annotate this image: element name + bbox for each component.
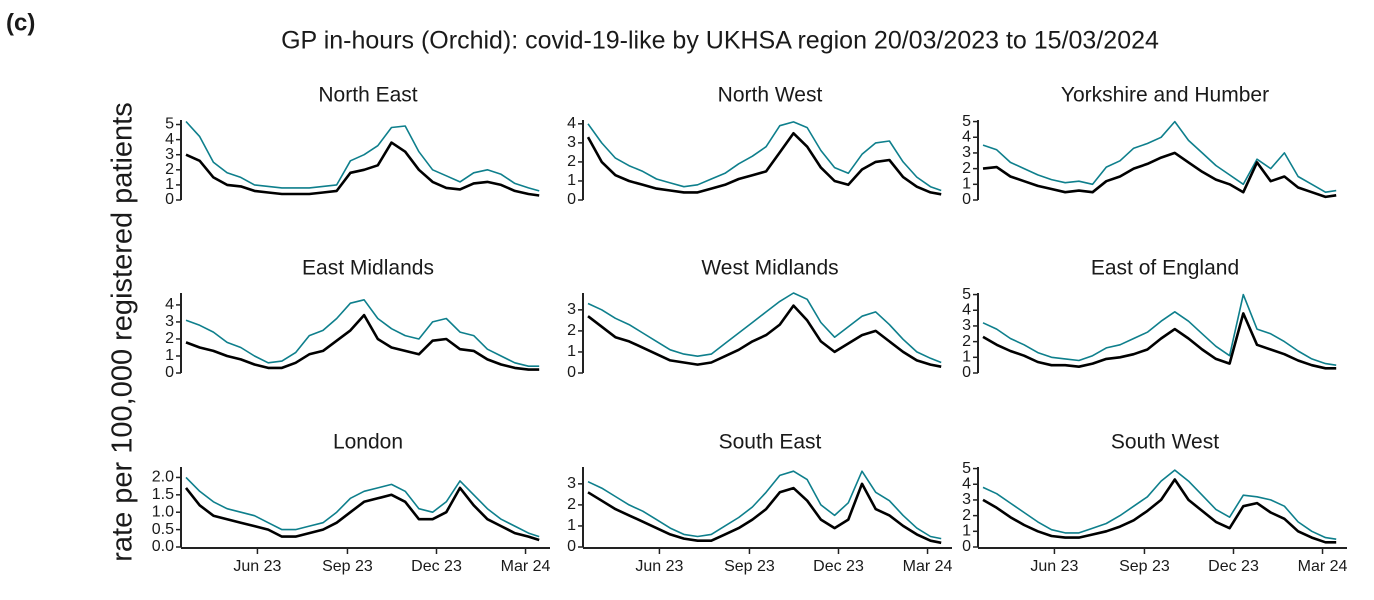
y-tick-label: 1.0 xyxy=(152,503,174,520)
y-tick-label: 0.5 xyxy=(152,521,174,538)
y-tick-label: 1 xyxy=(165,347,174,364)
y-tick-label: 5 xyxy=(962,113,971,130)
series-line xyxy=(982,293,1337,366)
y-tick-label: 0 xyxy=(962,191,971,208)
x-tick-label: Jun 23 xyxy=(635,558,683,575)
y-tick-label: 1 xyxy=(567,172,576,189)
x-tick-label: Sep 23 xyxy=(322,558,373,575)
y-tick-label: 3 xyxy=(165,313,174,330)
y-tick-label: 2 xyxy=(962,333,971,350)
y-axis-label: rate per 100,000 registered patients xyxy=(107,102,139,561)
y-tick-label: 3 xyxy=(567,134,576,151)
series-line xyxy=(982,312,1337,370)
series-line xyxy=(586,132,942,196)
series-line xyxy=(587,470,942,540)
y-tick-label: 2 xyxy=(165,161,174,178)
y-tick-label: 2 xyxy=(962,507,971,524)
y-tick-label: 1 xyxy=(962,523,971,540)
y-tick-label: 0 xyxy=(962,538,971,555)
panel-title: South West xyxy=(1111,431,1219,454)
y-tick-label: 1 xyxy=(962,349,971,366)
y-tick-label: 2.0 xyxy=(152,469,174,486)
y-tick-label: 2 xyxy=(962,160,971,177)
y-tick-label: 4 xyxy=(962,128,971,145)
y-tick-label: 0.0 xyxy=(152,538,174,555)
panel-title: North West xyxy=(718,84,823,107)
series-line xyxy=(185,313,540,371)
y-tick-label: 0 xyxy=(165,191,174,208)
y-tick-label: 4 xyxy=(962,475,971,492)
y-tick-label: 3 xyxy=(962,317,971,334)
series-line xyxy=(982,469,1337,540)
panel-title: South East xyxy=(719,431,822,454)
y-tick-label: 3 xyxy=(165,146,174,163)
panel-label: (c) xyxy=(6,9,35,36)
panel-title: East Midlands xyxy=(302,257,434,280)
panel-title: West Midlands xyxy=(701,257,838,280)
x-tick-label: Sep 23 xyxy=(1119,558,1170,575)
panel-title: North East xyxy=(318,84,417,107)
panel-title: Yorkshire and Humber xyxy=(1061,84,1269,107)
y-tick-label: 1 xyxy=(962,176,971,193)
series-line xyxy=(982,151,1337,199)
series-line xyxy=(587,304,942,368)
x-tick-label: Jun 23 xyxy=(1030,558,1078,575)
series-line xyxy=(587,292,942,364)
x-tick-label: Jun 23 xyxy=(233,558,281,575)
y-tick-label: 2 xyxy=(567,153,576,170)
y-tick-label: 3 xyxy=(567,475,576,492)
series-line xyxy=(185,120,540,192)
y-tick-label: 4 xyxy=(962,301,971,318)
x-tick-label: Dec 23 xyxy=(1208,558,1259,575)
y-tick-label: 2 xyxy=(165,330,174,347)
x-tick-label: Dec 23 xyxy=(813,558,864,575)
figure-title: GP in-hours (Orchid): covid-19-like by U… xyxy=(281,27,1159,55)
series-line xyxy=(587,121,942,192)
y-tick-label: 1 xyxy=(567,343,576,360)
y-tick-label: 0 xyxy=(567,364,576,381)
y-tick-label: 0 xyxy=(165,364,174,381)
x-tick-label: Mar 24 xyxy=(501,558,551,575)
y-tick-label: 1.5 xyxy=(152,486,174,503)
y-tick-label: 0 xyxy=(567,538,576,555)
y-tick-label: 4 xyxy=(567,115,576,132)
y-tick-label: 0 xyxy=(962,364,971,381)
y-tick-label: 5 xyxy=(165,116,174,133)
series-line xyxy=(185,299,540,367)
x-tick-label: Sep 23 xyxy=(724,558,775,575)
series-line xyxy=(185,141,540,197)
x-tick-label: Mar 24 xyxy=(903,558,953,575)
y-tick-label: 5 xyxy=(962,286,971,303)
series-line xyxy=(982,478,1337,544)
y-tick-label: 2 xyxy=(567,322,576,339)
y-tick-label: 1 xyxy=(567,517,576,534)
series-line xyxy=(184,486,540,542)
y-tick-label: 4 xyxy=(165,131,174,148)
y-tick-label: 3 xyxy=(567,301,576,318)
y-tick-label: 2 xyxy=(567,496,576,513)
x-tick-label: Dec 23 xyxy=(411,558,462,575)
y-tick-label: 5 xyxy=(962,460,971,477)
y-tick-label: 3 xyxy=(962,144,971,161)
y-tick-label: 1 xyxy=(165,176,174,193)
y-tick-label: 0 xyxy=(567,191,576,208)
y-tick-label: 4 xyxy=(165,296,174,313)
series-line xyxy=(587,482,942,545)
panel-title: London xyxy=(333,431,403,454)
series-line xyxy=(185,476,540,538)
series-line xyxy=(982,120,1337,193)
panel-title: East of England xyxy=(1091,257,1239,280)
y-tick-label: 3 xyxy=(962,491,971,508)
x-tick-label: Mar 24 xyxy=(1298,558,1348,575)
